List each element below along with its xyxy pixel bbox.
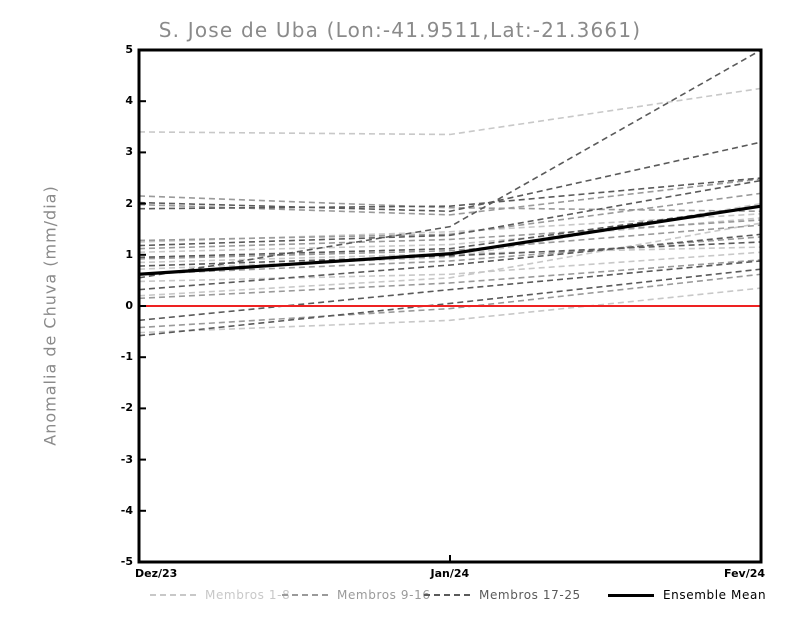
x-tick-label: Fev/24 <box>724 567 766 580</box>
member-line <box>139 192 761 242</box>
legend-item: Membros 1-8 <box>150 586 290 604</box>
member-line <box>139 195 761 213</box>
y-tick-label: -4 <box>120 503 133 517</box>
member-line <box>139 287 761 334</box>
legend-swatch <box>424 594 470 596</box>
member-line <box>139 179 761 247</box>
member-line <box>139 251 761 283</box>
legend-item: Membros 9-16 <box>282 586 431 604</box>
member-line <box>139 87 761 136</box>
chart-legend: Membros 1-8 Membros 9-16 Membros 17-25 Ense… <box>0 586 800 606</box>
member-line <box>139 219 761 250</box>
y-tick-label: 0 <box>125 299 133 312</box>
legend-label: Membros 9-16 <box>337 588 431 602</box>
legend-swatch <box>608 593 654 597</box>
y-tick-label: 5 <box>125 43 133 56</box>
y-tick-label: 3 <box>125 145 133 159</box>
legend-label: Ensemble Mean <box>663 588 767 602</box>
member-line <box>139 259 761 300</box>
member-line <box>139 222 761 297</box>
y-tick-label: -3 <box>120 452 133 466</box>
member-line <box>139 205 761 259</box>
member-line <box>139 50 761 279</box>
series-group <box>139 50 761 337</box>
member-line <box>139 177 761 210</box>
member-line <box>139 273 761 329</box>
y-tick-label: 4 <box>125 94 133 108</box>
legend-label: Membros 17-25 <box>479 588 581 602</box>
y-tick-label: -5 <box>120 555 133 568</box>
x-tick-label: Dez/23 <box>135 567 178 580</box>
member-line <box>139 236 761 276</box>
member-line <box>139 241 761 267</box>
legend-item: Ensemble Mean <box>608 586 766 604</box>
y-tick-label: -1 <box>120 350 133 364</box>
member-line <box>139 217 761 254</box>
member-line <box>139 224 761 260</box>
ensemble-mean-line <box>139 204 761 276</box>
legend-swatch <box>150 594 196 596</box>
x-tick-label: Jan/24 <box>430 567 470 580</box>
legend-swatch <box>282 594 328 596</box>
y-tick-label: 2 <box>125 196 133 210</box>
chart-title: S. Jose de Uba (Lon:-41.9511,Lat:-21.366… <box>158 18 642 42</box>
member-line <box>139 141 761 213</box>
member-line <box>139 233 761 291</box>
legend-item: Membros 17-25 <box>424 586 581 604</box>
member-line <box>139 260 761 322</box>
member-line <box>139 213 761 243</box>
y-tick-label: -2 <box>120 401 133 415</box>
legend-label: Membros 1-8 <box>205 588 291 602</box>
member-line <box>139 268 761 337</box>
y-tick-label: 1 <box>125 247 133 261</box>
